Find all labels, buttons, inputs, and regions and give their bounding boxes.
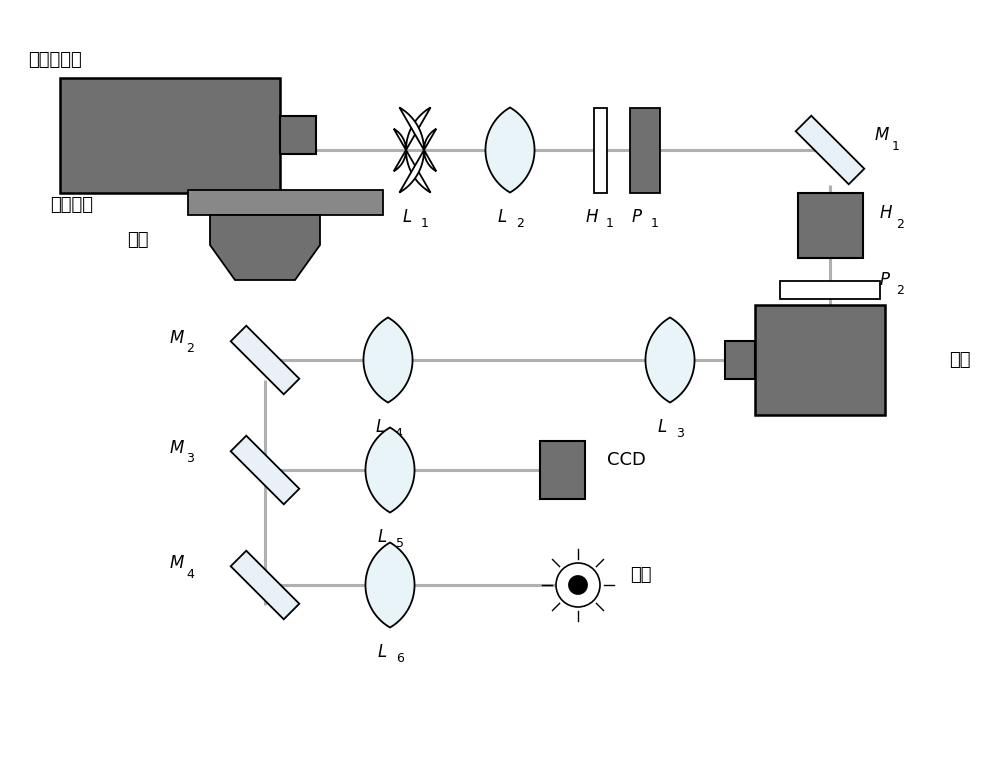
Polygon shape xyxy=(231,436,299,505)
Text: 2: 2 xyxy=(186,342,194,356)
Text: 物镜: 物镜 xyxy=(127,231,149,249)
Text: L: L xyxy=(497,208,507,226)
Text: 3: 3 xyxy=(676,427,684,440)
Text: 3: 3 xyxy=(186,452,194,466)
Text: M: M xyxy=(170,439,184,457)
Text: 振镜: 振镜 xyxy=(949,351,971,369)
Text: 2: 2 xyxy=(516,217,524,230)
Polygon shape xyxy=(365,427,415,512)
Text: 飞秒激光器: 飞秒激光器 xyxy=(28,51,82,69)
Text: M: M xyxy=(170,554,184,572)
Text: P: P xyxy=(880,271,890,289)
Polygon shape xyxy=(363,317,413,402)
Text: 1: 1 xyxy=(651,217,659,230)
Text: 5: 5 xyxy=(396,537,404,550)
Bar xyxy=(540,441,584,499)
Text: 1: 1 xyxy=(606,217,614,230)
Text: 1: 1 xyxy=(421,217,429,230)
Bar xyxy=(780,281,880,299)
Bar xyxy=(280,116,316,154)
Text: L: L xyxy=(377,643,387,661)
Polygon shape xyxy=(365,543,415,627)
Circle shape xyxy=(556,563,600,607)
Circle shape xyxy=(568,575,588,595)
Text: 压电平台: 压电平台 xyxy=(50,196,94,214)
Polygon shape xyxy=(231,326,299,395)
Text: 4: 4 xyxy=(394,427,402,440)
Text: 2: 2 xyxy=(896,218,904,231)
Text: L: L xyxy=(375,418,385,436)
Text: 2: 2 xyxy=(896,285,904,297)
Text: L: L xyxy=(377,528,387,546)
Polygon shape xyxy=(485,108,535,193)
Bar xyxy=(725,341,755,379)
Polygon shape xyxy=(399,108,436,193)
Text: 1: 1 xyxy=(892,140,900,153)
Text: H: H xyxy=(586,208,598,226)
Text: M: M xyxy=(875,126,889,144)
Bar xyxy=(755,305,885,415)
Text: 4: 4 xyxy=(186,568,194,580)
Text: L: L xyxy=(402,208,412,226)
Polygon shape xyxy=(210,215,320,280)
Bar xyxy=(594,108,606,193)
Text: CCD: CCD xyxy=(607,451,646,469)
Polygon shape xyxy=(796,115,864,184)
Text: 照明: 照明 xyxy=(630,566,652,584)
Text: L: L xyxy=(657,418,667,436)
Text: M: M xyxy=(170,329,184,347)
Text: H: H xyxy=(880,204,893,222)
Polygon shape xyxy=(645,317,695,402)
Bar xyxy=(188,190,382,214)
Bar xyxy=(798,193,862,257)
Bar xyxy=(630,108,660,193)
Polygon shape xyxy=(231,551,299,619)
Bar xyxy=(60,77,280,193)
Polygon shape xyxy=(394,108,431,193)
Text: P: P xyxy=(632,208,642,226)
Text: 6: 6 xyxy=(396,652,404,665)
